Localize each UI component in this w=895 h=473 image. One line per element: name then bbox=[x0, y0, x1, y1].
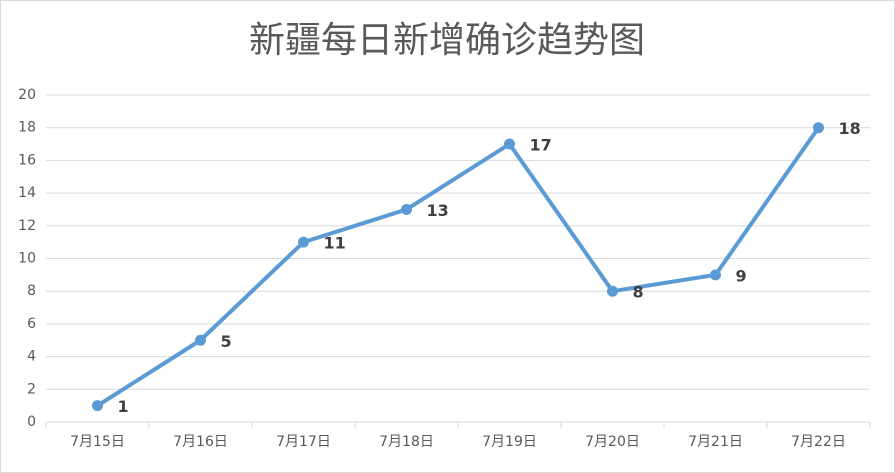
data-label: 11 bbox=[324, 234, 346, 253]
line bbox=[95, 125, 821, 408]
point bbox=[710, 269, 721, 281]
data-label: 13 bbox=[427, 201, 449, 220]
y-tick-label: 2 bbox=[27, 381, 36, 397]
data-label: 8 bbox=[633, 283, 644, 302]
y-tick-label: 12 bbox=[18, 218, 36, 234]
point bbox=[298, 236, 309, 248]
data-label: 17 bbox=[530, 136, 552, 155]
y-tick-label: 8 bbox=[27, 283, 36, 299]
data-label: 1 bbox=[118, 397, 129, 416]
point bbox=[504, 138, 515, 150]
y-tick-label: 20 bbox=[18, 87, 36, 103]
y-tick-label: 0 bbox=[27, 414, 36, 430]
data-label: 9 bbox=[736, 266, 747, 285]
y-tick-label: 4 bbox=[27, 349, 36, 365]
chart-title: 新疆每日新增确诊趋势图 bbox=[249, 20, 645, 61]
y-tick-label: 6 bbox=[27, 316, 36, 332]
x-tick-label: 7月17日 bbox=[276, 434, 331, 450]
x-tick-label: 7月19日 bbox=[482, 434, 537, 450]
y-tick-label: 18 bbox=[18, 120, 36, 136]
data-label: 18 bbox=[839, 119, 861, 138]
point bbox=[401, 203, 412, 215]
x-tick-label: 7月22日 bbox=[791, 434, 846, 450]
x-tick-label: 7月18日 bbox=[379, 434, 434, 450]
point bbox=[813, 122, 824, 134]
point bbox=[607, 285, 618, 297]
x-tick-label: 7月16日 bbox=[173, 434, 228, 450]
y-tick-label: 10 bbox=[18, 251, 36, 267]
point bbox=[195, 334, 206, 346]
y-tick-label: 16 bbox=[18, 152, 36, 168]
x-tick-label: 7月21日 bbox=[688, 434, 743, 450]
data-label: 5 bbox=[221, 332, 232, 351]
y-tick-label: 14 bbox=[18, 185, 36, 201]
x-tick-label: 7月15日 bbox=[70, 434, 125, 450]
x-tick-label: 7月20日 bbox=[585, 434, 640, 450]
point bbox=[92, 400, 103, 412]
